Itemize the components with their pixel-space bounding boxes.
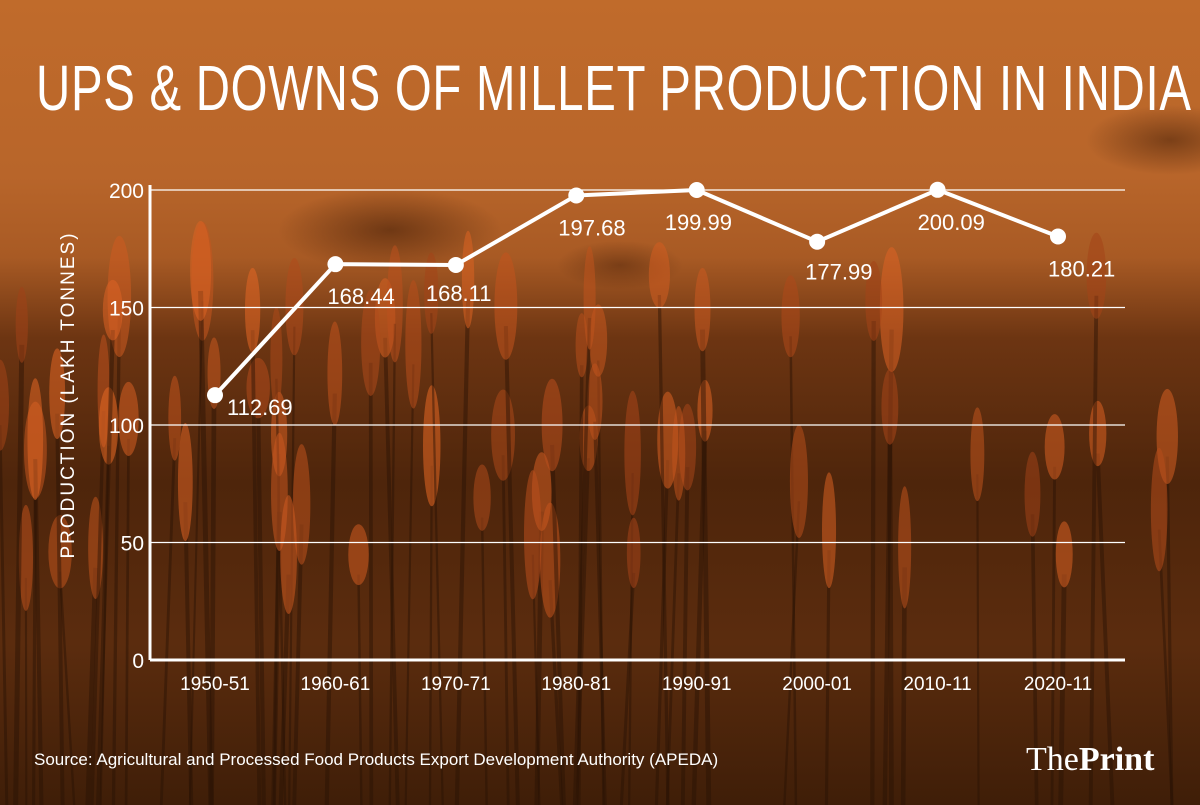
y-tick-label: 100	[109, 415, 144, 438]
y-tick-label: 50	[121, 533, 144, 556]
data-point	[568, 187, 585, 204]
x-tick-label: 1950-51	[180, 674, 250, 695]
theprint-logo: ThePrint	[1026, 740, 1154, 780]
logo-part-print: Print	[1078, 741, 1155, 778]
data-point	[327, 256, 344, 273]
data-point	[207, 387, 223, 404]
data-label: 177.99	[805, 260, 872, 285]
x-tick-label: 2020-11	[1024, 674, 1092, 695]
data-point	[447, 256, 464, 273]
data-point	[809, 233, 826, 250]
data-label: 168.11	[426, 281, 492, 306]
x-tick-label: 1980-81	[541, 674, 611, 695]
millet-stalks	[0, 220, 1178, 805]
data-label: 197.68	[558, 215, 625, 240]
x-tick-label: 1960-61	[301, 674, 371, 695]
logo-part-the: The	[1026, 741, 1079, 778]
y-tick-label: 0	[132, 650, 144, 673]
source-note: Source: Agricultural and Processed Food …	[34, 750, 719, 769]
x-tick-label: 2010-11	[903, 674, 971, 695]
data-label: 199.99	[665, 210, 732, 235]
x-tick-label: 1970-71	[421, 674, 491, 695]
x-tick-label: 1990-91	[662, 674, 732, 695]
data-label: 180.21	[1048, 257, 1115, 282]
x-tick-label: 2000-01	[782, 674, 852, 695]
y-tick-label: 150	[109, 298, 144, 321]
data-label: 168.44	[327, 284, 394, 309]
y-tick-label: 200	[109, 180, 144, 203]
data-point	[1050, 228, 1066, 245]
y-axis-label: PRODUCTION (LAKH TONNES)	[58, 231, 79, 559]
data-point	[929, 181, 946, 198]
series-line	[213, 187, 1059, 397]
data-label: 112.69	[227, 395, 293, 420]
data-label: 200.09	[918, 210, 985, 235]
data-point	[688, 182, 705, 199]
